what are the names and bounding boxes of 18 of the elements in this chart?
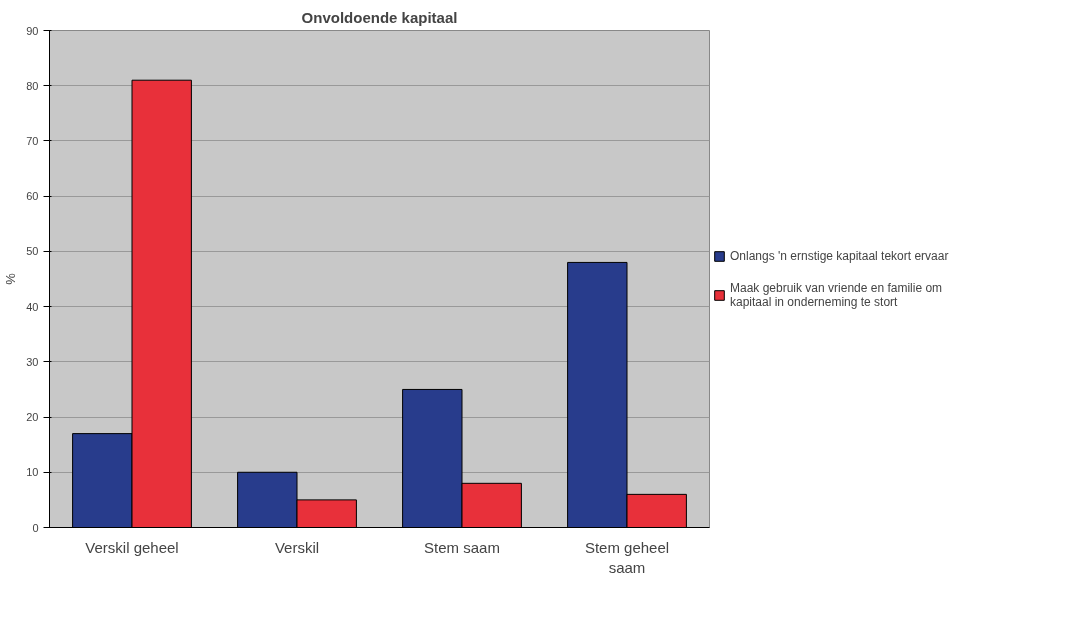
y-tick-label: 30 — [26, 355, 39, 368]
y-tick-label: 70 — [26, 134, 39, 147]
legend-label: Maak gebruik van vriende en familie om kapitaal in onderneming te stort — [730, 280, 943, 309]
y-tick-label: 20 — [26, 411, 39, 424]
y-tick-label: 80 — [26, 79, 39, 92]
x-tick-label: Stem saam — [424, 538, 500, 556]
y-tick-label: 60 — [26, 190, 39, 203]
legend-label: Onlangs 'n ernstige kapitaal tekort ervaar — [730, 248, 949, 263]
y-tick-label: 90 — [26, 24, 39, 37]
y-tick-label: 50 — [26, 245, 39, 258]
x-tick-label: Stem geheel saam — [584, 538, 670, 576]
x-tick-label: Verskil — [274, 538, 320, 556]
x-tick-label: Verskil geheel — [85, 538, 179, 556]
y-tick-label: 0 — [32, 521, 39, 534]
y-tick-label: 10 — [26, 466, 39, 479]
y-axis-title: % — [3, 272, 19, 285]
chart-title: Onvoldoende kapitaal — [301, 8, 458, 26]
y-tick-label: 40 — [26, 300, 39, 313]
